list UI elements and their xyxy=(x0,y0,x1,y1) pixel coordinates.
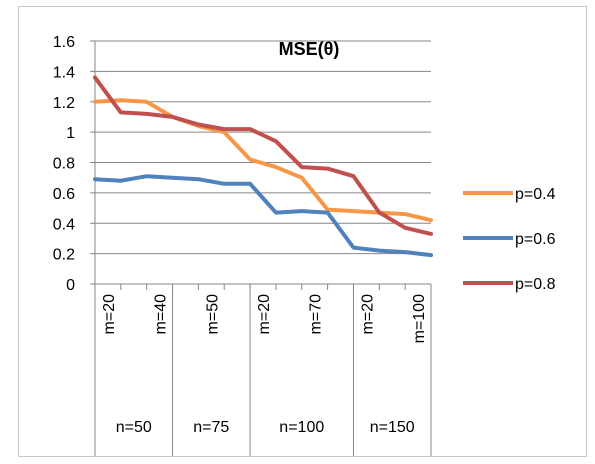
legend-label: p=0.8 xyxy=(515,276,556,293)
m-label: m=20 xyxy=(359,294,376,335)
m-label: m=50 xyxy=(204,294,221,335)
line-chart: 00.20.40.60.811.21.41.6 m=20 m=40 m=50 m=20… xyxy=(53,34,556,456)
y-tick-label: 1.2 xyxy=(53,95,75,112)
y-tick-label: 1 xyxy=(66,125,75,142)
legend-label: p=0.6 xyxy=(515,231,556,248)
category-labels: m=20 m=40 m=50 m=20 m=70 m=20 m=100 n=50 n=75 n=1… xyxy=(101,294,428,436)
legend: p=0.4 p=0.6 p=0.8 xyxy=(463,186,556,293)
axes xyxy=(90,40,432,456)
n-group-label: n=100 xyxy=(279,419,324,436)
y-tick-label: 1.6 xyxy=(53,34,75,51)
n-group-label: n=75 xyxy=(193,419,229,436)
chart-frame: 0 0.2 0.4 0.6 0.8 1 1.2 1.4 1.6 m=20 m=40 m=50 m=20… xyxy=(18,6,587,457)
m-label: m=100 xyxy=(411,294,428,343)
series-line-p-0-6 xyxy=(93,174,433,258)
m-label: m=40 xyxy=(153,294,170,335)
y-tick-label: 0.4 xyxy=(53,216,75,233)
y-tick-label: 1.4 xyxy=(53,64,75,81)
y-axis-ticks: 0 0.2 0.4 0.6 0.8 1 1.2 1.4 1.6 xyxy=(53,34,75,294)
m-label: m=70 xyxy=(308,294,325,335)
legend-label: p=0.4 xyxy=(515,186,556,203)
y-tick-label: 0.6 xyxy=(53,186,75,203)
y-tick-label: 0 xyxy=(66,277,75,294)
chart-title: MSE(θ) xyxy=(279,39,340,59)
series-line-p-0-8 xyxy=(93,75,433,236)
y-tick-label: 0.8 xyxy=(53,156,75,173)
series-line-p-0-4 xyxy=(93,98,433,223)
m-label: m=20 xyxy=(101,294,118,335)
gridlines xyxy=(95,40,431,255)
series-lines xyxy=(93,75,433,258)
y-tick-label: 0.2 xyxy=(53,247,75,264)
m-label: m=20 xyxy=(256,294,273,335)
n-group-label: n=150 xyxy=(370,419,415,436)
n-group-label: n=50 xyxy=(116,419,152,436)
